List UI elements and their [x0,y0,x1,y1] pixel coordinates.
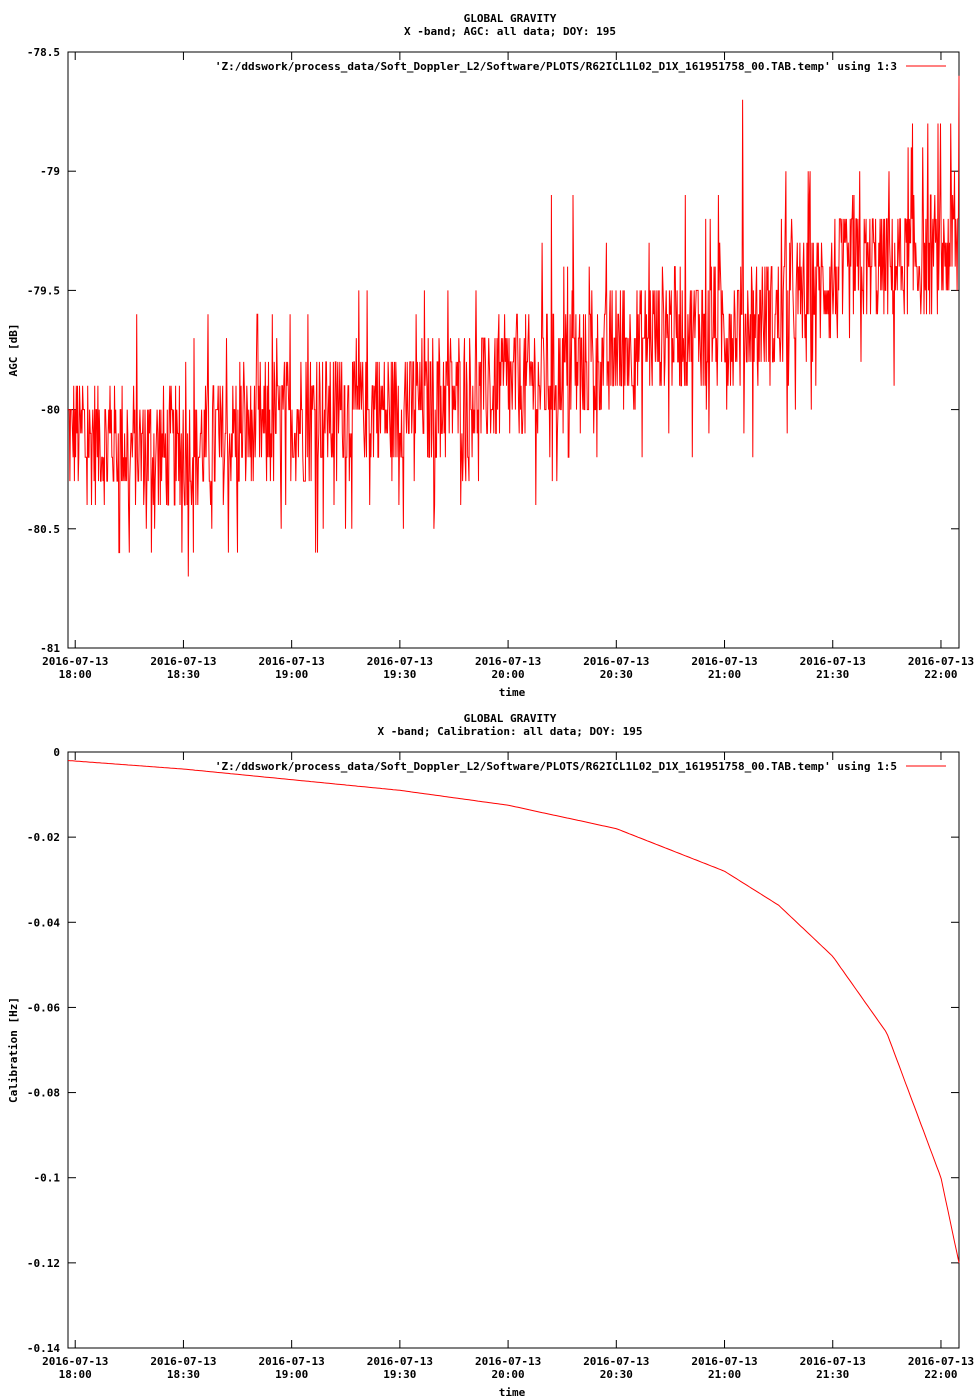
x-tick-label-date: 2016-07-13 [583,1355,649,1368]
x-tick-label-date: 2016-07-13 [908,1355,974,1368]
x-tick-label-time: 20:00 [492,668,525,681]
x-tick-label-time: 18:00 [59,1368,92,1381]
x-tick-label-date: 2016-07-13 [691,1355,757,1368]
chart-title: GLOBAL GRAVITY [464,12,557,25]
y-tick-label: -80 [40,404,60,417]
x-tick-label-time: 20:30 [600,1368,633,1381]
y-tick-label: 0 [53,746,60,759]
x-tick-label-time: 19:00 [275,668,308,681]
x-tick-label-time: 18:30 [167,668,200,681]
x-tick-label-time: 22:00 [924,1368,957,1381]
y-tick-label: -0.02 [27,831,60,844]
x-tick-label-time: 20:30 [600,668,633,681]
x-tick-label-time: 22:00 [924,668,957,681]
y-tick-label: -79.5 [27,284,60,297]
x-tick-label-date: 2016-07-13 [800,1355,866,1368]
y-tick-label: -0.1 [34,1172,61,1185]
x-tick-label-time: 19:30 [383,668,416,681]
plot-frame [67,751,960,1349]
y-tick-label: -79 [40,165,60,178]
x-tick-label-date: 2016-07-13 [908,655,974,668]
x-tick-label-date: 2016-07-13 [259,655,325,668]
y-tick-label: -0.06 [27,1001,60,1014]
x-tick-label-time: 18:30 [167,1368,200,1381]
x-tick-label-date: 2016-07-13 [367,655,433,668]
x-tick-label-date: 2016-07-13 [259,1355,325,1368]
y-tick-label: -81 [40,642,60,655]
x-tick-label-date: 2016-07-13 [150,1355,216,1368]
x-tick-label-date: 2016-07-13 [42,1355,108,1368]
x-tick-label-time: 21:00 [708,1368,741,1381]
plot-frame [67,51,960,649]
x-tick-label-date: 2016-07-13 [475,655,541,668]
x-tick-label-time: 21:00 [708,668,741,681]
x-axis-label: time [499,686,526,699]
y-axis-label: AGC [dB] [7,324,20,377]
x-tick-label-date: 2016-07-13 [583,655,649,668]
x-tick-label-time: 18:00 [59,668,92,681]
x-tick-label-date: 2016-07-13 [691,655,757,668]
series-line [67,760,960,1264]
x-axis-label: time [499,1386,526,1399]
x-tick-label-date: 2016-07-13 [150,655,216,668]
chart-subtitle: X -band; AGC: all data; DOY: 195 [404,25,616,38]
chart-subtitle: X -band; Calibration: all data; DOY: 195 [378,725,643,738]
legend-label: 'Z:/ddswork/process_data/Soft_Doppler_L2… [215,760,897,773]
x-tick-label-date: 2016-07-13 [800,655,866,668]
x-tick-label-date: 2016-07-13 [475,1355,541,1368]
x-tick-label-time: 21:30 [816,1368,849,1381]
y-tick-label: -0.08 [27,1087,60,1100]
y-tick-label: -0.04 [27,916,60,929]
x-tick-label-date: 2016-07-13 [42,655,108,668]
legend-label: 'Z:/ddswork/process_data/Soft_Doppler_L2… [215,60,897,73]
series-line [68,75,960,577]
y-tick-label: -0.14 [27,1342,60,1355]
y-tick-label: -78.5 [27,46,60,59]
x-tick-label-date: 2016-07-13 [367,1355,433,1368]
x-tick-label-time: 20:00 [492,1368,525,1381]
y-axis-label: Calibration [Hz] [7,997,20,1103]
x-tick-label-time: 19:00 [275,1368,308,1381]
x-tick-label-time: 19:30 [383,1368,416,1381]
y-tick-label: -80.5 [27,523,60,536]
x-tick-label-time: 21:30 [816,668,849,681]
chart-title: GLOBAL GRAVITY [464,712,557,725]
y-tick-label: -0.12 [27,1257,60,1270]
